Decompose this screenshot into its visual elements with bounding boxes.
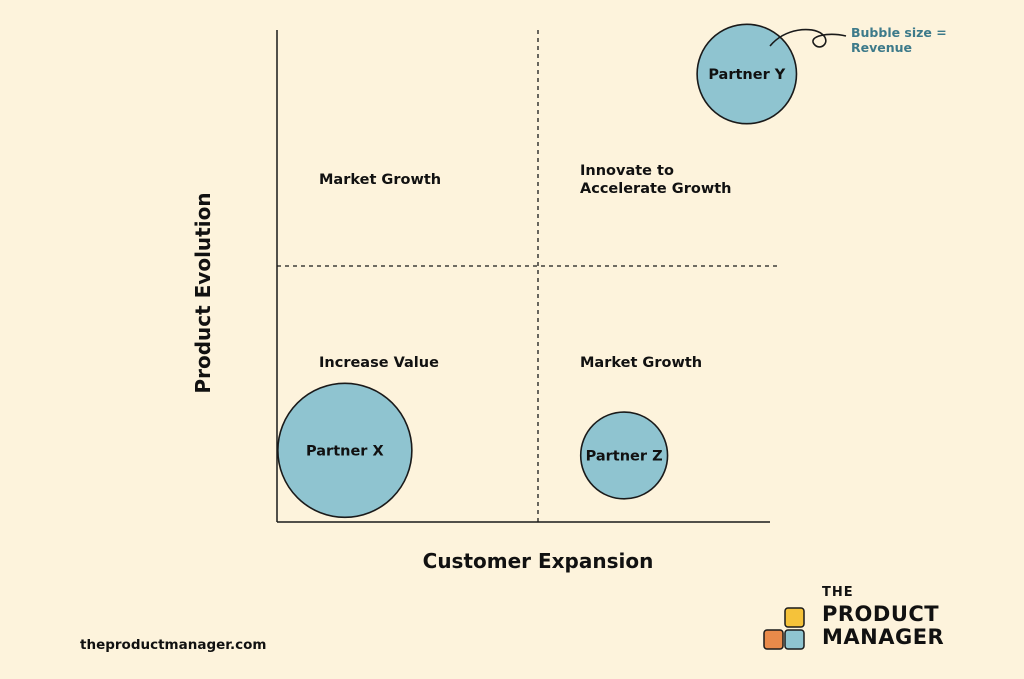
site-url: theproductmanager.com bbox=[80, 637, 267, 653]
brand-block-orange bbox=[763, 629, 784, 650]
quadrant-label-top-left: Market Growth bbox=[319, 172, 441, 188]
brand-block-blue bbox=[784, 629, 805, 650]
bubbles-group: Partner X Partner Y Partner Z bbox=[277, 23, 798, 519]
quadrant-label-top-right-line2: Accelerate Growth bbox=[580, 181, 731, 197]
bubble-partner-z bbox=[579, 411, 669, 500]
bubble-partner-x bbox=[277, 382, 413, 519]
bubble-label-partner-y: Partner Y bbox=[708, 67, 785, 83]
x-axis-title: Customer Expansion bbox=[423, 549, 654, 573]
quadrant-label-bottom-right: Market Growth bbox=[580, 355, 702, 371]
quadrant-label-bottom-left: Increase Value bbox=[319, 355, 439, 371]
bubble-size-note: Bubble size = Revenue bbox=[851, 25, 951, 55]
bubble-partner-y bbox=[696, 23, 798, 125]
brand-blocks-icon bbox=[763, 607, 805, 650]
y-axis-title: Product Evolution bbox=[191, 192, 215, 393]
brand-block-yellow bbox=[784, 607, 805, 628]
brand-manager: MANAGER bbox=[822, 625, 945, 649]
bubble-label-partner-x: Partner X bbox=[306, 443, 384, 459]
quadrant-label-top-right: Innovate to Accelerate Growth bbox=[580, 163, 731, 197]
annotation-curl-arrow bbox=[769, 28, 847, 48]
quadrant-label-top-right-line1: Innovate to bbox=[580, 163, 674, 179]
brand-the: THE bbox=[822, 585, 854, 600]
brand-logo: THE PRODUCT MANAGER bbox=[762, 586, 962, 656]
brand-wordmark: THE PRODUCT MANAGER bbox=[822, 586, 944, 650]
brand-product: PRODUCT bbox=[822, 602, 940, 626]
bubble-size-note-line1: Bubble size = bbox=[851, 25, 947, 40]
bubble-size-note-line2: Revenue bbox=[851, 40, 912, 55]
bubble-label-partner-z: Partner Z bbox=[586, 448, 663, 464]
